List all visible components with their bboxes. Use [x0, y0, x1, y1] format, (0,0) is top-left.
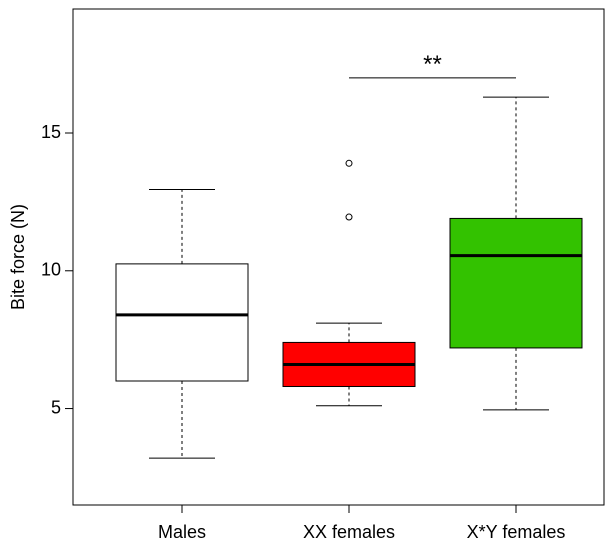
- box-group-1: [115, 188, 249, 459]
- iqr-box: [449, 217, 583, 349]
- iqr-box: [115, 263, 249, 382]
- x-tick-label: Males: [158, 522, 206, 539]
- y-tick-label: 5: [51, 397, 61, 417]
- y-axis-label: Bite force (N): [8, 204, 28, 310]
- y-tick-label: 10: [41, 260, 61, 280]
- box-group-2: [282, 159, 416, 407]
- outlier-point: [345, 213, 353, 221]
- box-group-3: [449, 96, 583, 411]
- significance-label: **: [423, 51, 442, 78]
- x-tick-label: XX females: [303, 522, 395, 539]
- outlier-point: [345, 159, 353, 167]
- y-tick-label: 15: [41, 122, 61, 142]
- x-tick-label: X*Y females: [467, 522, 566, 539]
